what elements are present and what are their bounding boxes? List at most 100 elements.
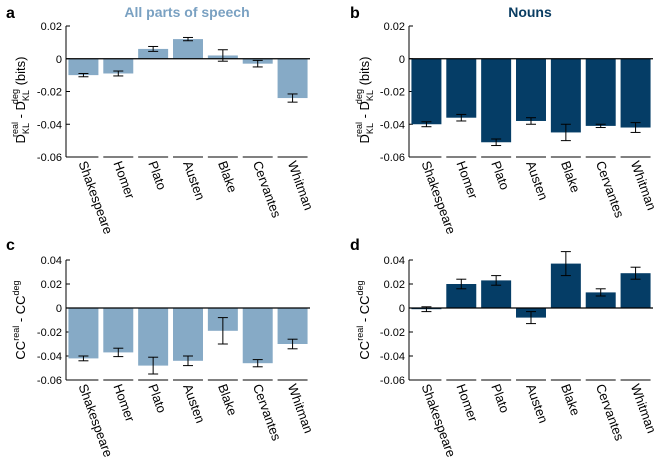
- bar: [411, 58, 442, 125]
- error-bar: [630, 266, 641, 280]
- x-tick-label: Cervantes: [593, 159, 628, 220]
- error-bar: [595, 123, 606, 129]
- x-tick-label: Blake: [215, 382, 240, 418]
- bar: [446, 58, 477, 118]
- bar: [173, 308, 203, 361]
- x-tick-label: Homer: [110, 159, 138, 201]
- bar: [173, 39, 203, 59]
- x-tick-label: Cervantes: [250, 159, 285, 220]
- panel-title-b: Nouns: [508, 4, 552, 20]
- x-tick-label: Plato: [488, 382, 512, 415]
- ylabel-a: DKLreal - DKLdeg (bits): [10, 57, 31, 144]
- bar: [103, 308, 134, 353]
- y-tick-label: -0.04: [380, 119, 405, 131]
- x-tick-label: Plato: [145, 159, 169, 192]
- error-bar: [113, 347, 124, 358]
- x-tick-label: Blake: [558, 382, 583, 418]
- error-bar: [456, 113, 467, 122]
- bar: [585, 58, 616, 126]
- error-bar: [560, 251, 571, 277]
- y-tick-label: -0.04: [37, 351, 62, 363]
- error-bar: [148, 356, 159, 375]
- bar: [103, 58, 134, 74]
- ylabel-c: CCreal - CCdeg: [11, 280, 28, 359]
- error-bar: [148, 45, 159, 52]
- y-tick-label: -0.06: [380, 152, 405, 164]
- bar: [242, 308, 273, 364]
- svg-text:CCreal - CCdeg: CCreal - CCdeg: [355, 280, 372, 359]
- y-tick-label: 0.02: [41, 279, 62, 291]
- x-tick-label: Plato: [145, 382, 169, 415]
- y-tick-label: 0: [399, 303, 405, 315]
- error-bar: [113, 70, 124, 77]
- error-bar: [421, 306, 432, 313]
- x-tick-label: Cervantes: [593, 382, 628, 443]
- y-tick-label: 0.02: [41, 21, 62, 33]
- error-bar: [526, 117, 536, 125]
- y-tick-label: 0: [56, 303, 62, 315]
- x-tick-label: Homer: [453, 159, 481, 201]
- error-bar: [78, 355, 89, 362]
- error-bar: [183, 355, 193, 367]
- error-bar: [217, 49, 228, 62]
- x-tick-label: Blake: [558, 159, 583, 195]
- panel-title-a: All parts of speech: [124, 4, 249, 20]
- y-tick-label: -0.06: [37, 375, 62, 387]
- bar: [68, 58, 99, 76]
- x-tick-label: Austen: [180, 159, 208, 202]
- bar: [620, 58, 651, 128]
- error-bar: [287, 338, 298, 350]
- error-bar: [421, 121, 432, 128]
- svg-text:DKLreal - DKLdeg (bits): DKLreal - DKLdeg (bits): [354, 57, 375, 144]
- error-bar: [491, 275, 502, 286]
- error-bar: [595, 288, 606, 297]
- ylabel-d: CCreal - CCdeg: [355, 280, 372, 359]
- x-tick-label: Shakespeare: [419, 382, 459, 459]
- error-bar: [252, 59, 263, 68]
- y-tick-label: 0.02: [384, 279, 405, 291]
- panel-letter-c: c: [6, 237, 15, 254]
- error-bar: [252, 359, 263, 368]
- y-tick-label: 0: [399, 54, 405, 66]
- panel-letter-b: b: [350, 5, 360, 22]
- panel-letter-d: d: [350, 237, 360, 254]
- ylabel-b: DKLreal - DKLdeg (bits): [354, 57, 375, 144]
- error-bar: [526, 311, 536, 325]
- x-tick-label: Whitman: [285, 159, 317, 212]
- svg-text:CCreal - CCdeg: CCreal - CCdeg: [11, 280, 28, 359]
- error-bar: [217, 317, 228, 345]
- error-bar: [491, 138, 502, 147]
- x-tick-label: Plato: [488, 159, 512, 192]
- svg-text:DKLreal - DKLdeg (bits): DKLreal - DKLdeg (bits): [10, 57, 31, 144]
- error-bar: [560, 123, 571, 142]
- x-tick-label: Shakespeare: [419, 159, 459, 236]
- y-tick-label: 0: [56, 54, 62, 66]
- bar: [138, 308, 169, 366]
- y-tick-label: -0.04: [37, 119, 62, 131]
- y-tick-label: -0.02: [380, 327, 405, 339]
- x-tick-label: Whitman: [628, 382, 660, 435]
- x-tick-label: Whitman: [285, 382, 317, 435]
- y-tick-label: -0.02: [380, 87, 405, 99]
- bar: [585, 292, 616, 308]
- panel-letter-a: a: [6, 5, 15, 22]
- y-tick-label: 0.02: [384, 21, 405, 33]
- bar: [277, 308, 308, 344]
- x-tick-label: Austen: [523, 382, 551, 425]
- y-tick-label: -0.06: [380, 375, 405, 387]
- x-tick-label: Shakespeare: [76, 159, 116, 236]
- error-bar: [456, 278, 467, 290]
- y-tick-label: -0.06: [37, 152, 62, 164]
- chart-panel-d: -0.06 -0.04 -0.02 0 0.02 0.04 ShakespeareHomer…: [380, 251, 660, 459]
- bar: [550, 58, 581, 133]
- y-tick-label: -0.04: [380, 351, 405, 363]
- y-tick-label: 0.04: [41, 255, 62, 267]
- y-tick-label: 0.04: [384, 255, 405, 267]
- error-bar: [287, 93, 298, 103]
- bar: [138, 48, 169, 59]
- x-tick-label: Cervantes: [250, 382, 285, 443]
- x-tick-label: Whitman: [628, 159, 660, 212]
